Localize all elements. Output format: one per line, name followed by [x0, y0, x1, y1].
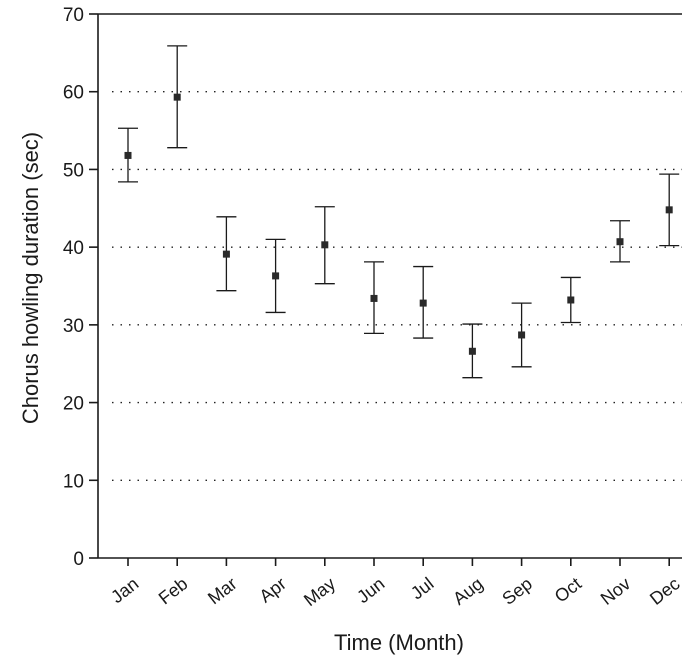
x-tick-label: Oct: [551, 573, 585, 606]
y-axis-label: Chorus howling duration (sec): [18, 132, 43, 424]
mean-marker: [666, 206, 673, 213]
x-tick-label: Jul: [407, 573, 437, 603]
mean-marker: [567, 296, 574, 303]
x-tick-label: Dec: [646, 573, 682, 608]
mean-marker: [321, 241, 328, 248]
x-tick-label: Feb: [155, 573, 192, 608]
y-tick-label: 70: [63, 5, 84, 26]
x-tick-label: Aug: [449, 573, 487, 608]
error-bar-point: [462, 324, 482, 378]
error-bar-point: [315, 207, 335, 284]
mean-marker: [469, 348, 476, 355]
x-tick-label: Mar: [204, 573, 241, 608]
error-bar-point: [561, 277, 581, 322]
error-bar-point: [610, 221, 630, 262]
y-tick-label: 50: [63, 160, 84, 181]
gridlines: [112, 92, 682, 481]
mean-marker: [272, 272, 279, 279]
x-axis-ticks: Jan Feb Mar Apr May Jun Jul Aug Sep Oct Nov Dec: [107, 558, 682, 610]
y-tick-label: 60: [63, 83, 84, 104]
error-bar-point: [118, 128, 138, 182]
error-bar-point: [512, 303, 532, 367]
mean-marker: [125, 152, 132, 159]
x-tick-label: Nov: [597, 573, 635, 608]
y-tick-label: 0: [73, 549, 84, 570]
mean-marker: [371, 295, 378, 302]
x-tick-label: Jun: [353, 573, 388, 607]
y-tick-label: 40: [63, 238, 84, 259]
x-tick-label: Apr: [256, 573, 290, 606]
error-bar-point: [364, 262, 384, 333]
x-tick-label: Jan: [107, 573, 142, 607]
x-tick-label: May: [300, 573, 339, 610]
mean-marker: [174, 94, 181, 101]
error-bar-point: [413, 267, 433, 338]
plot-frame: [98, 14, 682, 558]
y-tick-label: 10: [63, 471, 84, 492]
mean-marker: [420, 300, 427, 307]
x-axis-label: Time (Month): [334, 630, 464, 655]
y-tick-label: 30: [63, 316, 84, 337]
x-tick-label: Sep: [498, 573, 536, 608]
y-tick-label: 20: [63, 394, 84, 415]
mean-marker: [518, 331, 525, 338]
mean-marker: [617, 238, 624, 245]
mean-marker: [223, 251, 230, 258]
y-axis-ticks: 0 10 20 30 40 50 60 70: [63, 5, 98, 570]
error-bar-point: [167, 46, 187, 148]
error-bar-point: [266, 239, 286, 312]
error-bar-point: [659, 174, 679, 245]
error-bar-point: [216, 217, 236, 291]
data-marks: [118, 46, 679, 378]
